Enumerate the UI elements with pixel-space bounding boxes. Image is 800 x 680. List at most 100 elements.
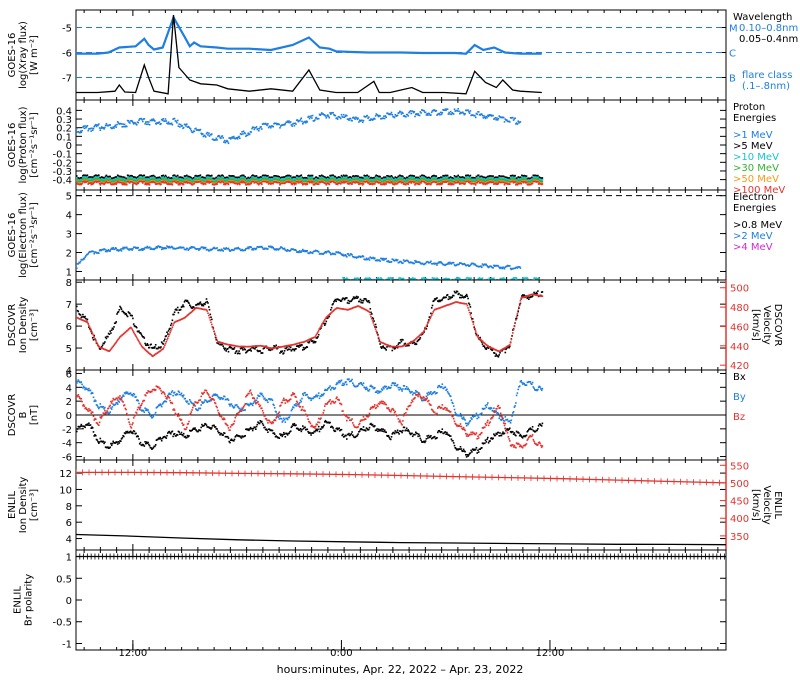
data-point xyxy=(440,113,443,116)
data-point xyxy=(339,183,342,185)
series-line xyxy=(76,14,542,55)
data-point xyxy=(459,277,461,280)
data-point xyxy=(257,178,259,180)
data-point xyxy=(376,181,378,183)
data-point xyxy=(165,120,168,122)
data-point xyxy=(162,118,165,120)
data-point xyxy=(154,181,156,184)
data-point xyxy=(231,136,234,138)
data-point xyxy=(502,177,505,179)
data-point xyxy=(188,126,190,128)
data-point xyxy=(486,183,488,185)
data-point xyxy=(111,179,114,182)
data-point xyxy=(173,117,176,120)
data-point xyxy=(131,120,133,122)
data-point xyxy=(421,180,424,183)
data-point xyxy=(355,177,358,179)
data-point xyxy=(413,178,416,181)
data-point xyxy=(430,260,432,263)
data-point xyxy=(130,248,133,250)
data-point xyxy=(158,182,161,185)
data-point xyxy=(116,123,118,126)
data-point xyxy=(464,263,466,266)
legend-entry: 0.05–0.4nm xyxy=(739,34,798,45)
data-point xyxy=(121,126,124,128)
data-point xyxy=(354,182,356,184)
data-point xyxy=(116,249,119,251)
data-point xyxy=(380,257,383,260)
data-point xyxy=(377,115,380,118)
data-point xyxy=(91,183,94,185)
data-point xyxy=(346,176,348,179)
data-point xyxy=(521,178,523,180)
data-point xyxy=(483,115,485,117)
data-point xyxy=(89,176,92,178)
data-point xyxy=(398,180,400,183)
data-point xyxy=(330,179,333,182)
data-point xyxy=(84,256,86,258)
data-point xyxy=(391,277,394,279)
data-point xyxy=(250,182,252,185)
data-point xyxy=(241,176,243,178)
data-point xyxy=(429,261,431,264)
data-point xyxy=(261,245,263,248)
data-point xyxy=(308,178,310,180)
data-point xyxy=(317,117,320,120)
y-tick-label: -0.2 xyxy=(52,158,72,169)
data-point xyxy=(293,125,296,127)
data-point xyxy=(402,181,404,184)
data-point xyxy=(143,178,146,180)
data-point xyxy=(155,246,158,248)
data-point xyxy=(255,127,257,129)
data-point xyxy=(379,260,381,262)
data-point xyxy=(497,265,500,267)
data-point xyxy=(413,177,416,179)
data-point xyxy=(257,181,259,184)
data-point xyxy=(394,178,397,180)
data-point xyxy=(88,182,90,184)
data-point xyxy=(358,278,360,280)
data-point xyxy=(519,267,522,269)
data-point xyxy=(496,119,499,121)
data-point xyxy=(178,178,180,180)
data-point xyxy=(490,179,493,181)
data-point xyxy=(255,178,258,181)
data-point xyxy=(255,175,258,177)
data-point xyxy=(104,182,106,185)
data-point xyxy=(170,122,173,125)
data-point xyxy=(76,178,78,181)
y-label-line: DSCOVR xyxy=(7,304,18,347)
data-point xyxy=(398,261,400,264)
data-point xyxy=(330,178,333,180)
data-point xyxy=(177,183,180,186)
data-point xyxy=(357,256,359,259)
data-point xyxy=(123,179,126,182)
data-point xyxy=(82,125,85,127)
data-point xyxy=(396,114,399,117)
data-point xyxy=(332,177,334,180)
x-tick-label: 12:00 xyxy=(118,648,147,659)
data-point xyxy=(333,175,336,178)
data-point xyxy=(160,183,162,186)
data-point xyxy=(98,181,101,184)
data-point xyxy=(355,175,358,177)
data-point xyxy=(383,178,385,180)
data-point xyxy=(368,257,370,260)
data-point xyxy=(201,246,204,249)
data-point xyxy=(260,182,262,184)
data-point xyxy=(285,181,287,183)
data-point xyxy=(379,182,381,184)
data-point xyxy=(176,174,179,177)
data-point xyxy=(449,181,452,183)
data-point xyxy=(401,176,403,179)
data-point xyxy=(541,182,544,184)
data-point xyxy=(379,115,381,117)
data-point xyxy=(272,182,274,185)
data-point xyxy=(253,128,256,131)
data-point xyxy=(275,122,277,125)
data-point xyxy=(493,178,496,181)
data-point xyxy=(355,257,358,259)
data-point xyxy=(445,178,447,181)
data-point xyxy=(76,181,78,183)
data-point xyxy=(467,177,469,180)
